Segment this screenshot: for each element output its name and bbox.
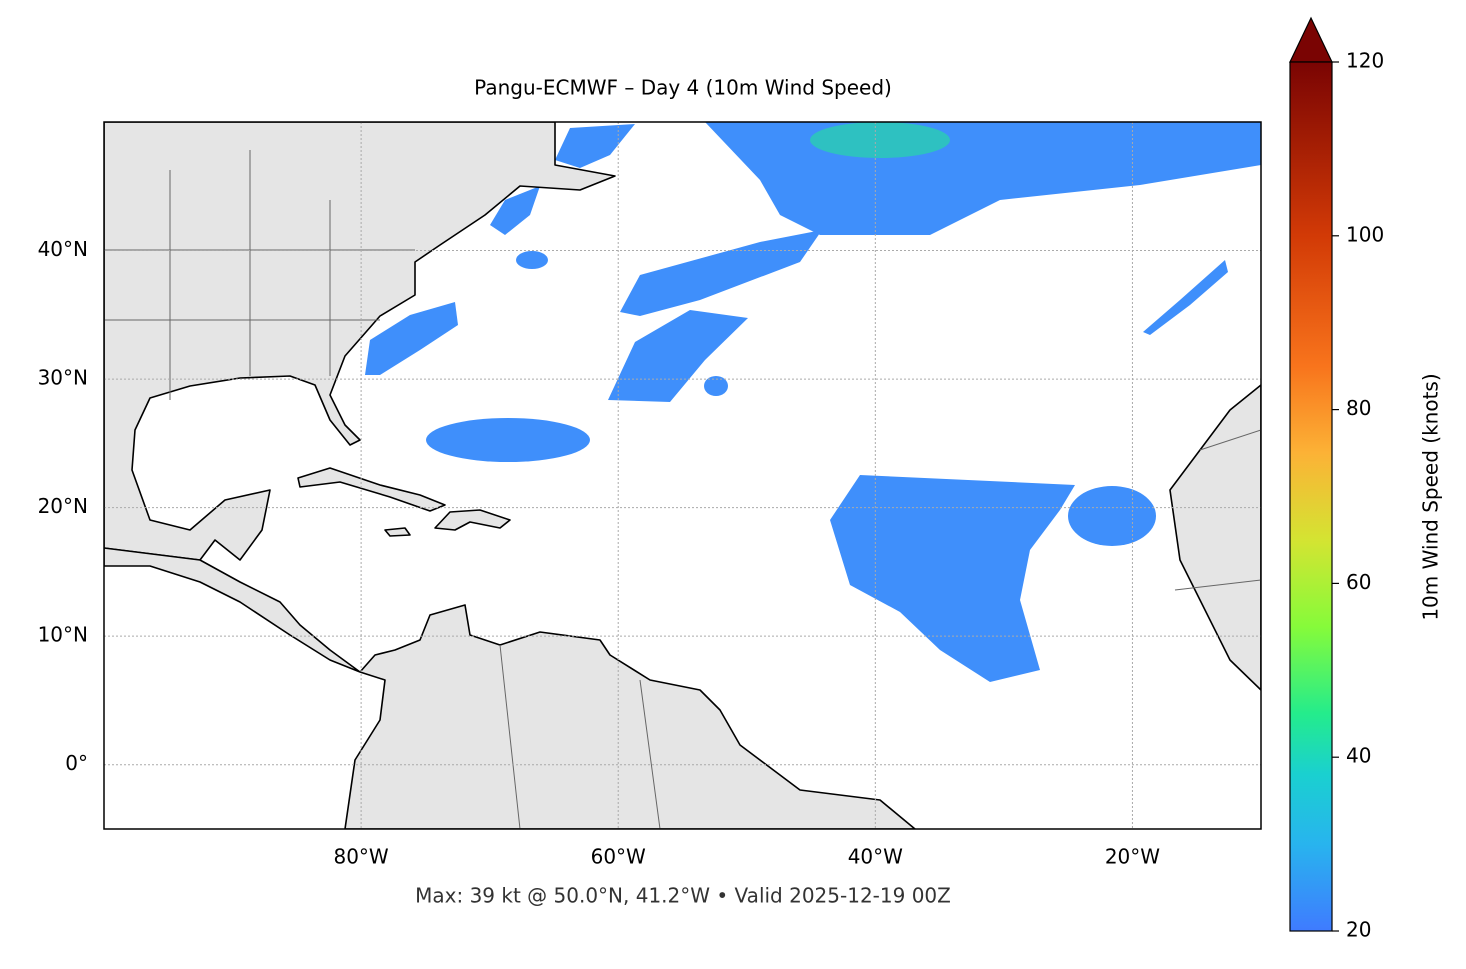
graticule: [104, 122, 1261, 829]
lon-tick-label: 20°W: [1105, 845, 1160, 869]
wind-area: [620, 230, 822, 316]
wind-area: [1068, 486, 1156, 546]
lat-tick-label: 30°N: [38, 366, 88, 390]
africa: [1169, 384, 1261, 691]
colorbar-label: 10m Wind Speed (knots): [1419, 373, 1443, 620]
wind-area: [608, 310, 748, 402]
lon-tick-label: 60°W: [591, 845, 646, 869]
colorbar: [1289, 61, 1333, 932]
jamaica: [384, 527, 411, 537]
wind-area: [516, 251, 548, 269]
lon-tick-label: 40°W: [848, 845, 903, 869]
lat-tick-label: 0°: [65, 751, 88, 775]
central-south-america: [104, 547, 916, 829]
lat-tick-label: 40°N: [38, 237, 88, 261]
wind-area: [490, 186, 540, 235]
colorbar-tick-label: 120: [1346, 49, 1384, 73]
colorbar-tick-label: 60: [1346, 570, 1371, 594]
state-border: [104, 150, 1261, 829]
wind-area: [830, 475, 1075, 682]
lon-tick-label: 80°W: [333, 845, 388, 869]
wind-area: [1143, 260, 1228, 335]
colorbar-tick-label: 20: [1346, 918, 1371, 942]
footnote: Max: 39 kt @ 50.0°N, 41.2°W • Valid 2025…: [415, 884, 951, 908]
map: [104, 122, 1261, 829]
colorbar-extend: [1289, 16, 1333, 63]
wind-area: [704, 376, 728, 396]
lat-tick-label: 10°N: [38, 623, 88, 647]
wind-area: [555, 124, 635, 168]
colorbar-tick-label: 80: [1346, 396, 1371, 420]
colorbar-tick-label: 40: [1346, 744, 1371, 768]
wind-area: [426, 418, 590, 462]
wind-peak: [810, 122, 950, 158]
colorbar-tick-label: 100: [1346, 222, 1384, 246]
north-america: [104, 122, 616, 561]
title: Pangu-ECMWF – Day 4 (10m Wind Speed): [474, 76, 892, 100]
wind-area: [365, 302, 458, 375]
lat-tick-label: 20°N: [38, 494, 88, 518]
map-frame: [103, 121, 1262, 830]
hispaniola: [434, 509, 511, 531]
